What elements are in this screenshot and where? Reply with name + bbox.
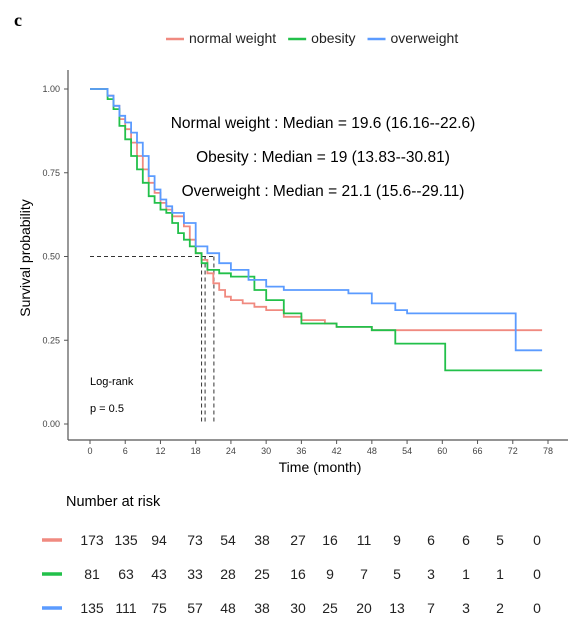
x-tick-label: 6 [123,446,128,456]
risk-count: 48 [220,600,236,616]
risk-count: 3 [427,566,435,582]
risk-count: 57 [187,600,203,616]
risk-count: 1 [462,566,470,582]
median-annotation-overweight: Overweight : Median = 21.1 (15.6--29.11) [182,183,465,200]
risk-count: 28 [220,566,236,582]
y-axis-label: Survival probability [17,199,33,317]
risk-count: 7 [360,566,368,582]
risk-count: 27 [290,532,306,548]
risk-count: 1 [496,566,504,582]
risk-count: 9 [393,532,401,548]
risk-count: 30 [290,600,306,616]
risk-count: 9 [326,566,334,582]
series-line-obesity [90,88,543,372]
risk-count: 54 [220,532,236,548]
x-tick-label: 78 [543,446,553,456]
x-tick-label: 24 [226,446,236,456]
risk-count: 7 [427,600,435,616]
risk-table: Number at risk 173 135 94 73 54 38 27 16 11 9 6 6 5 0… [42,494,541,616]
risk-count: 38 [254,532,270,548]
risk-count: 25 [322,600,338,616]
legend-label-obesity: obesity [311,30,355,46]
risk-count: 5 [393,566,401,582]
x-tick-label: 18 [191,446,201,456]
risk-count: 81 [84,566,100,582]
x-tick-label: 12 [155,446,165,456]
risk-count: 33 [187,566,203,582]
y-tick-label: 0.75 [42,168,60,178]
legend-label-normal-weight: normal weight [189,30,276,46]
risk-count: 75 [151,600,167,616]
panel-label: c [14,10,22,30]
risk-count: 173 [80,532,104,548]
x-tick-label: 30 [261,446,271,456]
risk-count: 3 [462,600,470,616]
risk-count: 94 [151,532,167,548]
risk-count: 73 [187,532,203,548]
risk-count: 0 [533,600,541,616]
x-axis-label: Time (month) [279,459,362,475]
risk-count: 135 [80,600,104,616]
risk-count: 13 [389,600,405,616]
risk-count: 16 [322,532,338,548]
y-tick-label: 0.50 [42,252,60,262]
risk-count: 0 [533,566,541,582]
legend-label-overweight: overweight [391,30,459,46]
x-tick-label: 48 [367,446,377,456]
risk-count: 5 [496,532,504,548]
x-tick-label: 72 [508,446,518,456]
logrank-title: Log-rank [90,376,134,388]
x-tick-label: 42 [332,446,342,456]
x-tick-label: 60 [437,446,447,456]
risk-count: 38 [254,600,270,616]
annotations: Normal weight : Median = 19.6 (16.16--22… [90,115,475,415]
median-annotation-normal-weight: Normal weight : Median = 19.6 (16.16--22… [171,115,476,132]
risk-count: 20 [356,600,372,616]
x-tick-label: 66 [473,446,483,456]
risk-count: 135 [114,532,138,548]
y-tick-label: 0.00 [42,419,60,429]
risk-count: 111 [115,600,136,616]
legend: normal weight obesity overweight [166,30,458,46]
x-tick-label: 54 [402,446,412,456]
plot-area: 0.00 0.25 0.50 0.75 1.00 0 6 12 18 24 30 36 42 48 54 60… [42,70,568,456]
risk-count: 16 [290,566,306,582]
risk-count: 0 [533,532,541,548]
risk-count: 25 [254,566,270,582]
risk-count: 43 [151,566,167,582]
risk-table-title: Number at risk [66,494,161,510]
risk-count: 6 [427,532,435,548]
risk-count: 63 [118,566,134,582]
y-tick-label: 1.00 [42,84,60,94]
median-annotation-obesity: Obesity : Median = 19 (13.83--30.81) [196,149,450,166]
x-tick-label: 36 [296,446,306,456]
y-tick-label: 0.25 [42,335,60,345]
x-tick-label: 0 [87,446,92,456]
risk-count: 11 [357,532,372,548]
risk-count: 2 [496,600,504,616]
risk-count: 6 [462,532,470,548]
series-line-overweight [90,88,543,352]
logrank-p-value: p = 0.5 [90,403,124,415]
